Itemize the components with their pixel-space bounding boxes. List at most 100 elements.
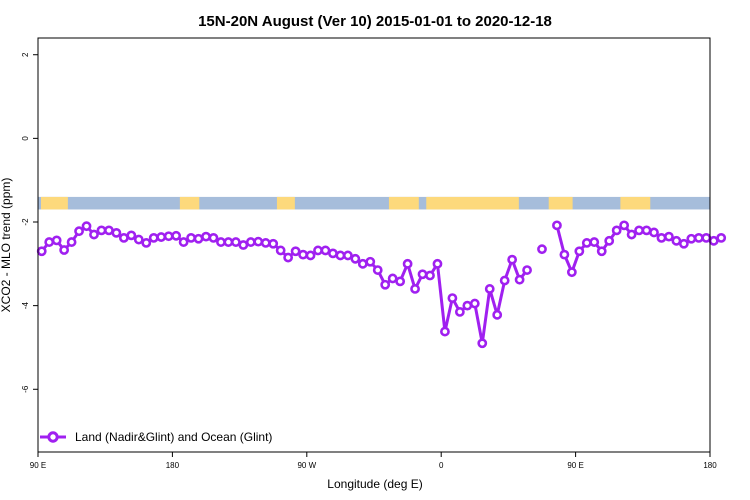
legend-marker [47,431,59,443]
data-point [716,232,727,243]
data-point [245,237,256,247]
data-point [641,225,652,236]
land-patch [426,196,519,210]
data-point [118,232,129,243]
data-point [350,253,361,264]
data-point [305,250,316,261]
data-point [163,231,174,242]
data-point [447,293,458,304]
data-point [275,245,286,256]
x-axis-ticks: 90 E 180 90 W 0 90 E 180 [30,452,717,470]
data-point [432,258,443,269]
data-point [216,237,226,247]
data-point [201,231,211,242]
data-point [148,232,159,243]
data-point [596,246,607,257]
data-point [36,246,47,257]
data-point [51,235,62,246]
data-point [589,237,600,247]
data-point [634,225,644,236]
data-point [141,238,152,248]
data-point [380,279,391,290]
series-layer [36,220,727,349]
y-axis-ticks: 2 0 -2 -4 -6 [21,52,38,393]
data-point [425,270,435,281]
ocean-band [38,196,710,210]
data-point [477,338,488,349]
data-point [574,246,585,257]
land-patch [388,196,419,210]
data-point [671,235,682,246]
data-point [522,265,532,275]
data-point [238,240,249,250]
data-point [626,229,637,240]
data-point [462,300,473,311]
data-point [678,238,689,249]
data-point [395,276,406,287]
data-point [552,220,562,231]
data-point [566,267,577,278]
data-point [701,232,712,243]
data-point [156,232,167,242]
data-point [440,326,450,337]
data-point [328,248,338,259]
land-patch [548,196,573,210]
data-point [357,258,368,269]
data-point [59,245,70,255]
data-point [335,250,346,261]
y-tick-label: 2 [21,52,30,57]
data-point [171,230,182,241]
x-tick-label: 90 W [297,461,316,470]
data-point [454,307,465,317]
data-point [104,225,114,236]
x-tick-label: 90 E [30,461,46,470]
data-point [559,249,570,260]
y-tick-label: -2 [21,218,30,226]
data-point [656,232,667,243]
data-point [178,237,189,247]
data-point [290,246,301,257]
land-patch [179,196,200,210]
data-point [260,238,271,248]
data-point [365,256,376,267]
x-tick-label: 180 [166,461,180,470]
data-point [514,274,525,285]
legend: Land (Nadir&Glint) and Ocean (Glint) [40,430,272,444]
data-point [193,233,204,244]
data-point [664,231,674,242]
data-point [417,269,428,280]
data-point [492,309,503,320]
legend-entry: Land (Nadir&Glint) and Ocean (Glint) [75,430,272,444]
data-point [402,258,413,269]
data-point [89,229,99,240]
data-point [126,230,137,241]
land-patch [620,196,651,210]
data-point [611,225,622,236]
y-tick-label: -6 [21,385,30,393]
data-point [230,237,241,247]
data-point [96,225,107,236]
data-point [74,226,84,237]
x-axis-label: Longitude (deg E) [327,477,422,491]
data-point [283,252,294,263]
data-point [708,235,719,246]
data-point [208,232,219,243]
data-point [469,298,480,309]
data-point [66,237,77,247]
data-point [253,236,264,247]
chart-title: 15N-20N August (Ver 10) 2015-01-01 to 20… [198,13,552,30]
series-line [40,224,529,345]
data-point [111,227,122,238]
data-point [410,284,420,294]
data-point [387,273,398,284]
data-point [581,238,592,248]
data-point [223,237,234,247]
x-tick-label: 180 [703,461,717,470]
data-point [133,234,144,245]
data-point [484,284,495,294]
y-tick-label: 0 [21,136,30,141]
data-point [320,245,331,256]
data-point [507,254,518,265]
land-patch [40,196,68,210]
